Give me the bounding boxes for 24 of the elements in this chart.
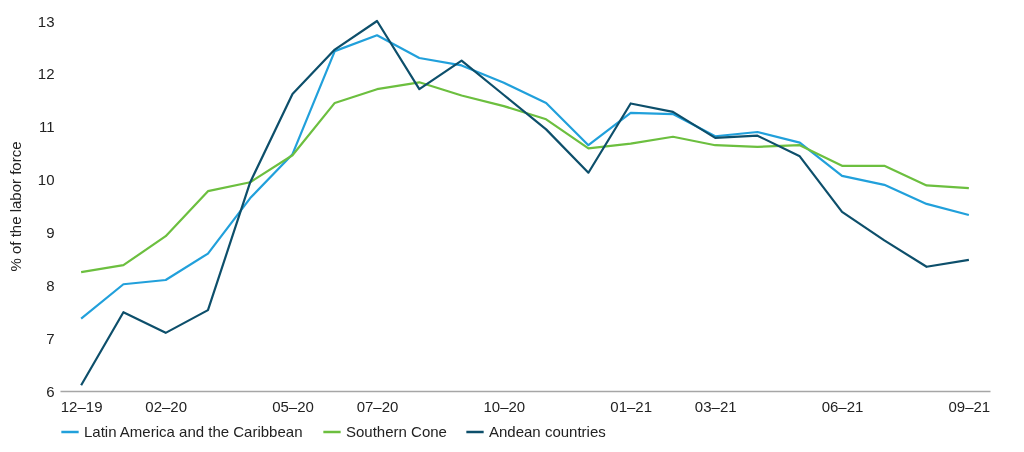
- y-tick-label: 9: [46, 223, 55, 241]
- x-tick-label: 09–21: [948, 397, 991, 415]
- x-tick-label: 06–21: [821, 397, 864, 415]
- x-tick-label: 10–20: [483, 397, 526, 415]
- y-tick-label: 8: [46, 276, 55, 294]
- x-tick-label: 12–19: [60, 397, 103, 415]
- x-tick-label: 01–21: [610, 397, 653, 415]
- legend-label: Andean countries: [489, 423, 606, 440]
- x-tick-label: 07–20: [356, 397, 399, 415]
- y-tick-label: 11: [38, 118, 55, 136]
- line-series: [80, 81, 970, 274]
- y-tick-label: 7: [46, 329, 55, 347]
- y-tick-label: 13: [37, 12, 55, 30]
- line-series: [80, 19, 970, 387]
- y-axis-title: % of the labor force: [6, 141, 24, 272]
- x-tick-label: 02–20: [145, 397, 188, 415]
- y-tick-label: 10: [37, 171, 55, 189]
- y-tick-label: 12: [37, 65, 55, 83]
- x-tick-label: 03–21: [694, 397, 737, 415]
- legend-label: Southern Cone: [346, 423, 447, 440]
- line-series: [80, 34, 970, 320]
- y-tick-label: 6: [46, 382, 55, 400]
- legend-label: Latin America and the Caribbean: [84, 423, 303, 440]
- x-tick-label: 05–20: [272, 397, 314, 415]
